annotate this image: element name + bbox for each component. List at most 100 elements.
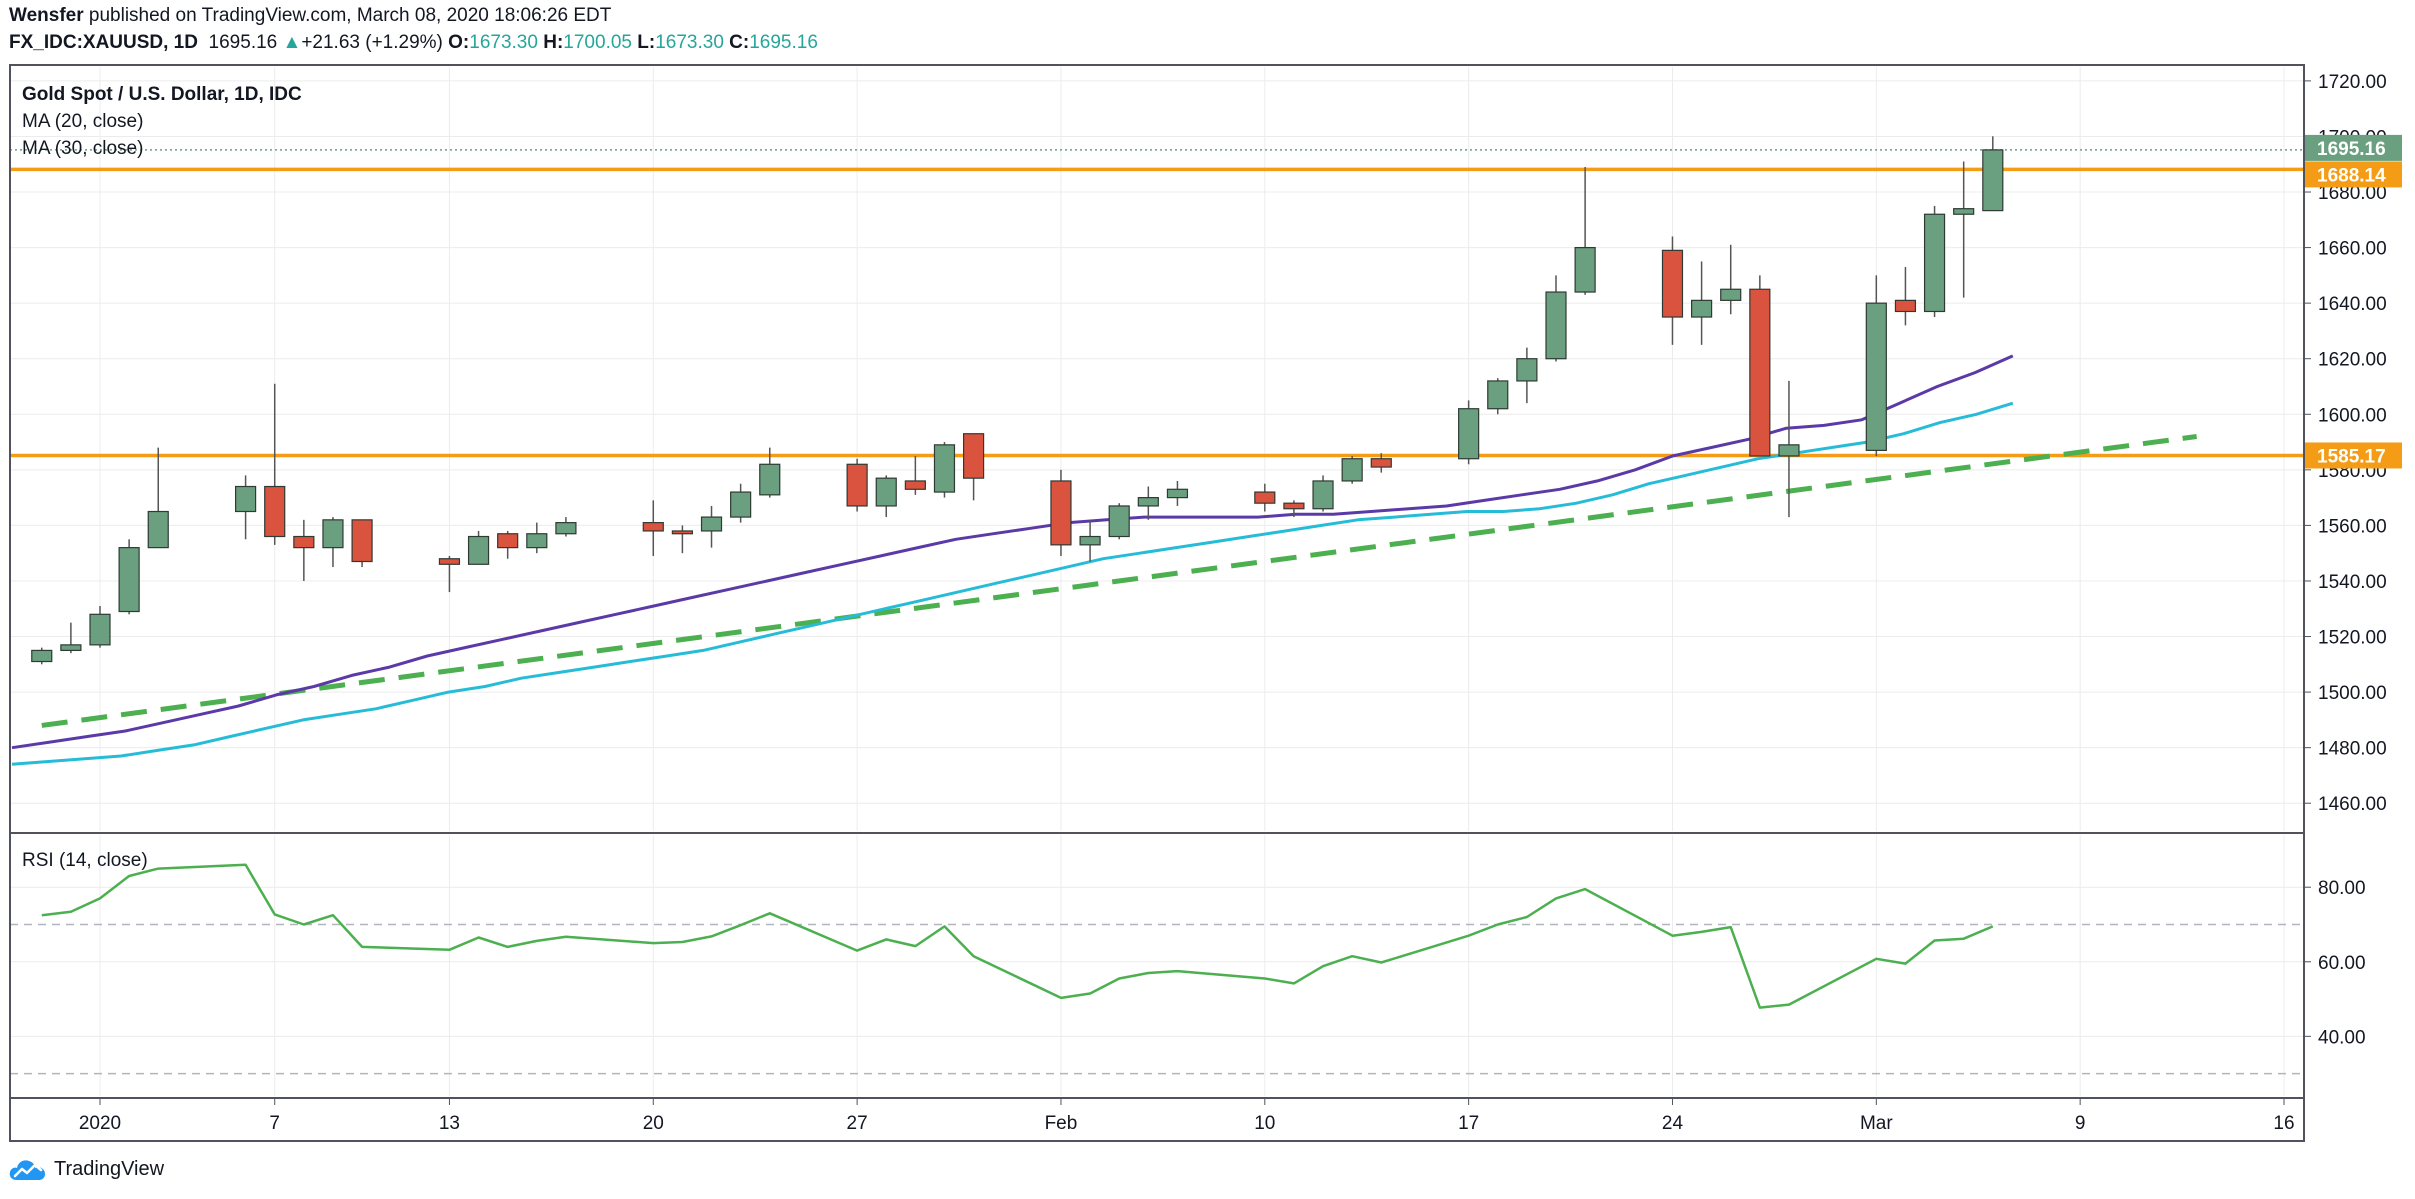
candle[interactable]	[235, 475, 257, 540]
candle[interactable]	[1749, 275, 1771, 457]
candle-body-up	[1079, 535, 1101, 546]
candle[interactable]	[875, 475, 897, 518]
candle[interactable]	[293, 519, 315, 581]
last-price: 1695.16	[208, 32, 278, 53]
candle[interactable]	[1108, 503, 1130, 540]
rsi-line[interactable]	[41, 863, 1994, 1009]
candle[interactable]	[1778, 380, 1800, 518]
chart-frame	[9, 64, 2305, 1142]
candle-body-up	[322, 519, 344, 549]
candle-body-up	[1137, 497, 1159, 507]
candle[interactable]	[1545, 275, 1567, 362]
candle[interactable]	[642, 500, 664, 556]
candle-body-up	[875, 477, 897, 507]
time-axis-label: 17	[1458, 1113, 1479, 1134]
candle[interactable]	[1283, 500, 1305, 518]
candle[interactable]	[1865, 275, 1887, 456]
candle[interactable]	[526, 522, 548, 554]
candle-body-up	[555, 522, 577, 535]
candle[interactable]	[147, 447, 169, 549]
ma30-line[interactable]	[11, 401, 2014, 766]
candle-body-down	[1283, 502, 1305, 510]
candle-body-up	[1312, 480, 1334, 510]
candle[interactable]	[1312, 475, 1334, 512]
candle[interactable]	[1982, 136, 2004, 212]
candle[interactable]	[1487, 378, 1509, 415]
candle[interactable]	[759, 447, 781, 498]
candle[interactable]	[1137, 486, 1159, 520]
candle-body-up	[31, 649, 53, 663]
candle[interactable]	[1923, 205, 1946, 318]
candle-body-up	[1574, 246, 1596, 293]
candle[interactable]	[1894, 267, 1917, 326]
symbol: FX_IDC:XAUUSD, 1D	[9, 32, 198, 53]
candle[interactable]	[118, 539, 140, 615]
candle[interactable]	[1953, 161, 1975, 298]
candle[interactable]	[962, 433, 985, 501]
rsi-axis-label: 60.00	[2318, 953, 2366, 974]
price-axis-label: 1640.00	[2318, 294, 2387, 315]
time-axis-label: 24	[1662, 1113, 1684, 1134]
candle[interactable]	[700, 505, 723, 548]
candle[interactable]	[1458, 400, 1480, 465]
candle[interactable]	[60, 622, 82, 654]
candle[interactable]	[904, 455, 926, 495]
rsi-legend[interactable]: RSI (14, close)	[22, 850, 148, 871]
candle[interactable]	[438, 555, 461, 593]
candle[interactable]	[497, 530, 519, 559]
candle-body-down	[1254, 491, 1276, 504]
price-axis-label: 1460.00	[2318, 794, 2387, 815]
candle[interactable]	[730, 483, 752, 523]
candle[interactable]	[1661, 236, 1684, 345]
trendline[interactable]	[41, 434, 2197, 728]
tradingview-logo[interactable]: TradingView	[8, 1156, 164, 1182]
candle[interactable]	[1720, 244, 1742, 315]
time-axis-label: 7	[269, 1113, 280, 1134]
price-axis-label: 1600.00	[2318, 405, 2387, 426]
candle-body-up	[1720, 288, 1742, 301]
footer-brand: TradingView	[54, 1157, 165, 1180]
ma20-legend[interactable]: MA (20, close)	[22, 111, 143, 132]
candle-body-down	[497, 533, 519, 549]
candle[interactable]	[671, 525, 694, 554]
author-name[interactable]: Wensfer	[9, 5, 84, 26]
candle-body-down	[1894, 299, 1917, 313]
price-axis-label: 1660.00	[2318, 239, 2387, 260]
candle[interactable]	[264, 383, 286, 545]
candle[interactable]	[555, 517, 577, 537]
candle-body-down	[351, 519, 373, 563]
price-axis-label: 1480.00	[2318, 739, 2387, 760]
price-axis-label: 1560.00	[2318, 516, 2387, 537]
tradingview-cloud-icon	[9, 1160, 45, 1180]
candle[interactable]	[1254, 483, 1276, 512]
price-axis-label: 1620.00	[2318, 350, 2387, 371]
candle[interactable]	[1690, 261, 1713, 345]
candle[interactable]	[31, 647, 53, 665]
time-axis-label: 16	[2273, 1113, 2294, 1134]
candle-body-up	[467, 535, 490, 565]
candle[interactable]	[1079, 519, 1101, 562]
candle[interactable]	[1516, 347, 1538, 404]
candle[interactable]	[1341, 455, 1363, 484]
ma30-legend[interactable]: MA (30, close)	[22, 138, 143, 159]
candle[interactable]	[933, 442, 956, 498]
price-axis-label: 1540.00	[2318, 572, 2387, 593]
candle-body-up	[235, 485, 257, 513]
candle[interactable]	[89, 605, 111, 648]
candle-body-up	[759, 463, 781, 496]
chart-title: Gold Spot / U.S. Dollar, 1D, IDC	[22, 84, 302, 105]
candle[interactable]	[322, 517, 344, 568]
candle-body-up	[1545, 291, 1567, 360]
candle[interactable]	[1050, 469, 1072, 556]
candle[interactable]	[1166, 480, 1189, 506]
candle-body-down	[904, 480, 926, 490]
candle[interactable]	[467, 530, 490, 565]
ma20-line[interactable]	[11, 354, 2014, 750]
candle[interactable]	[351, 519, 373, 568]
candle[interactable]	[1574, 167, 1596, 295]
low-value: 1673.30	[655, 32, 724, 53]
candle[interactable]	[1370, 453, 1392, 473]
candle[interactable]	[846, 458, 868, 512]
close-label: C:	[729, 32, 750, 53]
